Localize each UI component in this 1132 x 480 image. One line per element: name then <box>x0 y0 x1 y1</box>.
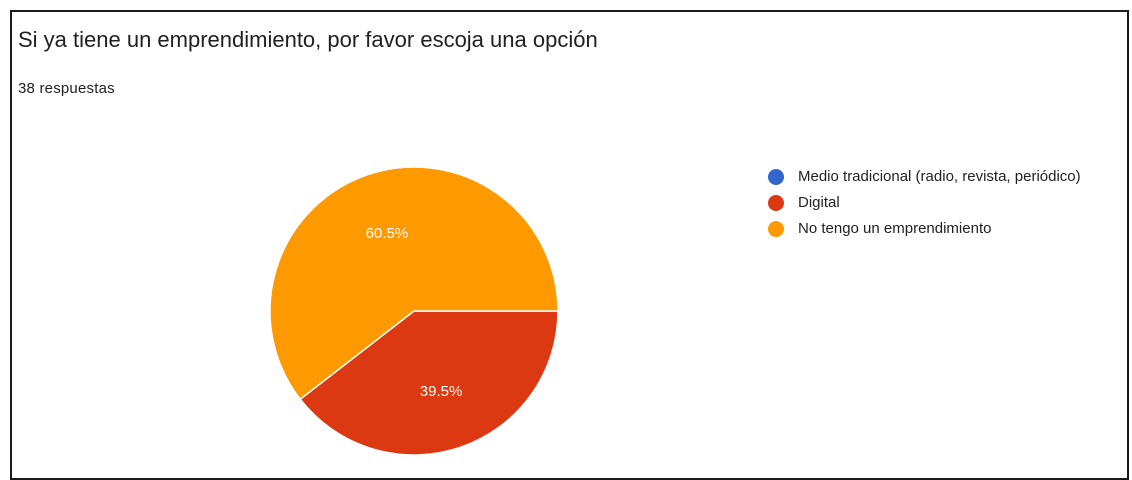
legend-label: Medio tradicional (radio, revista, perió… <box>798 168 1081 185</box>
legend-label: No tengo un emprendimiento <box>798 220 992 237</box>
legend-swatch-icon <box>768 169 784 185</box>
pie-labels: 39.5% 60.5% <box>366 225 463 400</box>
pie-slice-label-2: 60.5% <box>366 225 409 242</box>
response-count: 38 respuestas <box>18 80 115 97</box>
legend-item-1: Digital <box>766 190 1096 216</box>
legend-swatch-icon <box>768 195 784 211</box>
pie-slice-2 <box>269 166 559 401</box>
chart-card <box>10 10 1129 480</box>
pie-slices <box>269 166 559 456</box>
question-title: Si ya tiene un emprendimiento, por favor… <box>18 27 598 52</box>
chart-legend: Medio tradicional (radio, revista, perió… <box>766 164 1096 242</box>
legend-swatch-icon <box>768 221 784 237</box>
pie-slice-1 <box>299 310 559 456</box>
pie-slice-label-1: 39.5% <box>420 383 463 400</box>
legend-item-0: Medio tradicional (radio, revista, perió… <box>766 164 1096 190</box>
legend-item-2: No tengo un emprendimiento <box>766 216 1096 242</box>
legend-label: Digital <box>798 194 840 211</box>
